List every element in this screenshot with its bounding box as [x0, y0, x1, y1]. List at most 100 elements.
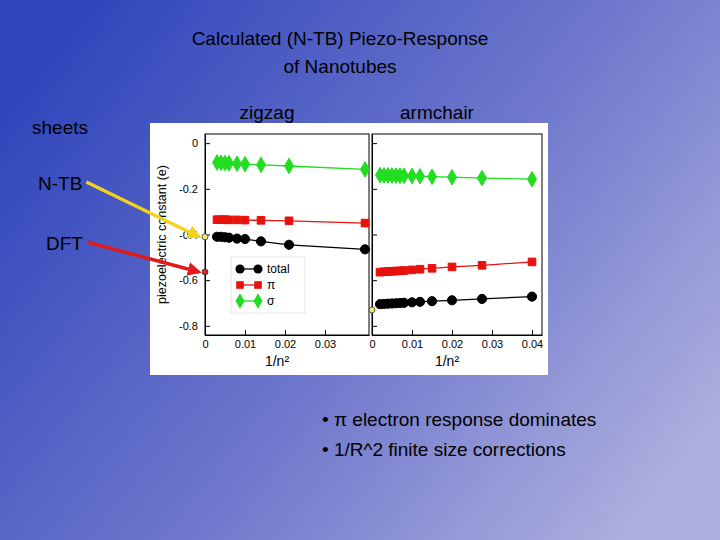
legend-marker: [236, 281, 244, 289]
slide: Calculated (N-TB) Piezo-Responseof Nanot…: [0, 0, 720, 540]
x-axis: 0 0.01 0.02 0.03: [202, 330, 369, 350]
y-tick-mark: [372, 235, 377, 236]
x-tick-label: 0.02: [442, 338, 463, 350]
point: [448, 263, 456, 271]
point: [477, 294, 486, 303]
y-tick: [372, 280, 377, 281]
point: [240, 234, 249, 243]
y-tick-label: -0.8: [179, 320, 198, 332]
legend-marker: [236, 293, 245, 309]
y-tick: 0: [192, 137, 210, 149]
legend-label: total: [267, 262, 290, 276]
point: [416, 265, 424, 273]
point: [400, 267, 408, 275]
point: [361, 162, 370, 178]
x-tick: 0.04: [522, 330, 543, 350]
y-tick: [372, 189, 377, 190]
x-tick-mark: [285, 330, 286, 335]
x-axis-title: 1/n²: [435, 353, 459, 369]
x-tick-label: 0.03: [482, 338, 503, 350]
y-tick-mark: [205, 143, 210, 144]
y-tick-mark: [205, 280, 210, 281]
side-label: DFT: [46, 233, 83, 254]
point: [284, 240, 293, 249]
x-tick-label: 0.01: [402, 338, 423, 350]
legend-marker: [235, 264, 244, 273]
point: [233, 216, 241, 224]
x-axis: 0 0.01 0.02 0.03 0.04: [369, 330, 543, 350]
y-tick-label: 0: [192, 137, 198, 149]
point: [285, 158, 294, 174]
x-tick-mark: [412, 330, 413, 335]
point: [241, 156, 250, 172]
side-label: N-TB: [38, 173, 82, 194]
legend-item: total: [235, 262, 289, 276]
legend-marker: [254, 281, 262, 289]
panel-title: armchair: [400, 102, 475, 123]
y-tick-label: -0.6: [179, 274, 198, 286]
y-tick: [372, 143, 377, 144]
lines: [217, 163, 365, 250]
panel: 00.010.020.030-0.2-0.4-0.6-0.81/n²piezoe…: [155, 134, 370, 369]
legend-label: σ: [267, 294, 275, 308]
x-tick-label: 0: [202, 338, 208, 350]
x-tick: 0.02: [442, 330, 463, 350]
point: [361, 219, 369, 227]
y-tick: [372, 326, 377, 327]
chart-background: [150, 123, 548, 375]
x-tick-mark: [245, 330, 246, 335]
sheet-point: [369, 307, 375, 313]
point: [527, 292, 536, 301]
legend-marker: [253, 264, 262, 273]
y-tick-mark: [372, 326, 377, 327]
panel: 0 0.01 0.02 0.03 0.04 1/n²: [369, 134, 543, 369]
point: [448, 169, 457, 185]
plot-frame: [372, 134, 542, 335]
point: [241, 216, 249, 224]
y-tick-mark: [372, 189, 377, 190]
y-tick-mark: [205, 189, 210, 190]
point: [528, 171, 537, 187]
x-tick-label: 0.02: [275, 338, 296, 350]
bullet: • π electron response dominates: [322, 409, 596, 430]
panel-title: zigzag: [240, 102, 295, 123]
x-tick-label: 0: [369, 338, 375, 350]
x-tick: 0.01: [235, 330, 256, 350]
y-tick: -0.8: [179, 320, 210, 332]
point: [478, 170, 487, 186]
legend-marker: [254, 293, 263, 309]
point: [428, 264, 436, 272]
y-tick: [372, 235, 377, 236]
point: [408, 266, 416, 274]
legend: total πσ: [231, 257, 305, 313]
y-tick: -0.2: [179, 183, 210, 195]
plot-frame: [205, 134, 369, 335]
point: [447, 296, 456, 305]
point: [415, 297, 424, 306]
point: [528, 258, 536, 266]
x-tick-label: 0.03: [315, 338, 336, 350]
point: [416, 168, 425, 184]
x-tick: 0.03: [482, 330, 503, 350]
point: [256, 237, 265, 246]
y-tick-mark: [372, 280, 377, 281]
x-tick-mark: [452, 330, 453, 335]
point: [427, 297, 436, 306]
markers: [369, 167, 537, 313]
y-tick-mark: [372, 143, 377, 144]
bullet: • 1/R^2 finite size corrections: [322, 439, 566, 460]
point: [478, 262, 486, 270]
legend-item: π: [236, 278, 275, 292]
x-tick-label: 0.01: [235, 338, 256, 350]
x-axis-line: [206, 335, 370, 336]
x-tick-label: 0.04: [522, 338, 543, 350]
point: [285, 217, 293, 225]
legend-label: π: [267, 278, 275, 292]
y-tick: -0.6: [179, 274, 210, 286]
lines: [380, 175, 532, 304]
point: [225, 155, 234, 171]
y-tick-label: -0.2: [179, 183, 198, 195]
x-axis-line: [373, 335, 543, 336]
title: of Nanotubes: [283, 56, 396, 77]
legend-box: [231, 257, 305, 313]
